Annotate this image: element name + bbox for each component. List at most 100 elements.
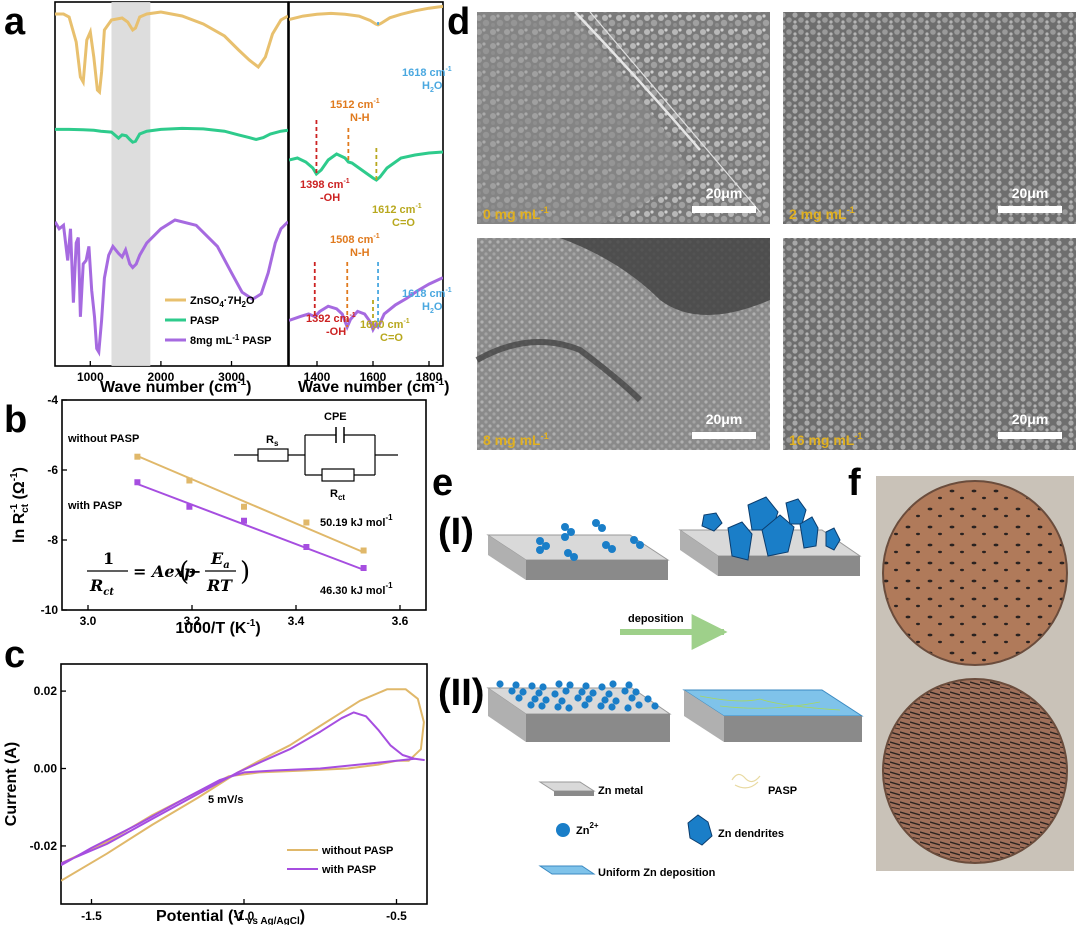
zn-ion: [551, 690, 559, 698]
eq-minus: −: [188, 562, 201, 581]
zn-ion: [598, 683, 606, 691]
b-data-point: [241, 503, 247, 510]
zn-ion: [651, 702, 659, 710]
scale-bar-0mg: [692, 206, 756, 213]
scale-label-0mg: 20μm: [706, 185, 743, 201]
annotation-group-oh_pasp: -OH: [320, 192, 340, 204]
sem-image-8mg: 20μm 8 mg mL-1: [475, 238, 770, 450]
legend-pasp-label: PASP: [768, 785, 797, 797]
annotation-wavenumber-nh_pasp: 1512 cm-1: [330, 98, 380, 111]
c-xtick-label: -0.5: [386, 909, 407, 923]
b-xtick-label: 3.0: [80, 614, 97, 628]
legend-pasp-icon: [731, 773, 761, 789]
c-ylabel: Current (A): [3, 742, 20, 826]
zn-ion: [608, 703, 616, 711]
c-legend: without PASP with PASP: [287, 845, 393, 876]
zn-ion: [515, 694, 523, 702]
panel-label-d: d: [447, 1, 470, 43]
svg-text:(: (: [179, 557, 189, 587]
circuit-rct-resistor: [321, 468, 355, 482]
b-xtick-label: 3.2: [184, 614, 201, 628]
c-axes-ticks: -1.5 -1.0 -0.5 0.02 0.00 -0.02: [30, 684, 408, 923]
annotation-wavenumber-h2o_top: 1618 cm-1: [402, 66, 452, 79]
legend-uniform-label: Uniform Zn deposition: [598, 867, 716, 879]
zn-ion: [531, 695, 539, 703]
a-right-series-1: [289, 150, 443, 182]
b-data-point: [134, 453, 141, 460]
zn-ion: [496, 680, 504, 688]
b-fit-line-0: [137, 455, 364, 554]
zn-ion: [527, 701, 535, 709]
legend-uniform-icon: [538, 865, 596, 875]
b-ytick-label: -8: [47, 533, 58, 547]
a-left-xtick-label: 2000: [148, 370, 175, 384]
annotation-group-nh_8: N-H: [350, 247, 370, 259]
legend-label-znso4: ZnSO4·7H2O: [190, 295, 255, 309]
row-label-II: (II): [438, 672, 484, 714]
scale-label-2mg: 20μm: [1012, 185, 1049, 201]
zn-ion: [578, 688, 586, 696]
zn-ion: [558, 697, 566, 705]
zn-ion: [612, 697, 620, 705]
zn-ion: [609, 680, 617, 688]
a-right-frame: [288, 1, 444, 367]
a-left-series-0: [55, 10, 288, 96]
zn-ion: [542, 696, 550, 704]
a-left-plot: [55, 10, 288, 357]
a-highlight-band: [111, 2, 151, 366]
annotation-group-h2o_8: H2O: [422, 301, 443, 315]
c-ytick-label: 0.02: [34, 684, 58, 698]
zn-ion: [597, 702, 605, 710]
c-legend-label-without: without PASP: [321, 845, 393, 857]
eq-lhs-denominator: Rct: [89, 576, 114, 598]
eq-equals-aexp: = Aexp: [133, 562, 195, 581]
zn-slab-I-before: [486, 519, 670, 580]
annotation-wavenumber-oh_8: 1392 cm-1: [306, 312, 356, 325]
zn-ion: [539, 683, 547, 691]
c-legend-label-with: with PASP: [321, 864, 376, 876]
zn-ion: [585, 695, 593, 703]
b-ytick-label: -4: [47, 393, 58, 407]
a-right-xticks: 1400 1600 1800: [304, 361, 443, 384]
sem-image-0mg: 20μm 0 mg mL-1: [477, 11, 770, 224]
zn-ion: [554, 703, 562, 711]
panel-label-f: f: [848, 462, 861, 504]
zn-electrode-photo-bottom: [876, 671, 1074, 871]
a-left-xlabel: Wave number (cm-1): [100, 377, 251, 396]
legend-dendrites-label: Zn dendrites: [718, 828, 784, 840]
zn-ion: [621, 687, 629, 695]
zn-slab-II-before: [486, 680, 672, 742]
b-series-label-1: with PASP: [67, 500, 122, 512]
a-left-xtick-label: 3000: [218, 370, 245, 384]
zn-ion: [555, 680, 563, 688]
zn-ion: [625, 681, 633, 689]
b-axes-ticks: 3.0 3.2 3.4 3.6 -4 -6 -8 -10: [41, 393, 409, 628]
b-data-point: [186, 503, 193, 510]
annotation-group-co_pasp: C=O: [392, 217, 415, 229]
a-left-xtick-label: 1000: [77, 370, 104, 384]
circuit-cpe-label: CPE: [324, 411, 347, 423]
b-data-point: [360, 547, 367, 554]
a-left-series-2: [55, 218, 288, 357]
sem-image-16mg: 20μm 16 mg mL-1: [783, 238, 1076, 450]
zn-ion: [605, 690, 613, 698]
eq-denominator: RT: [206, 576, 233, 595]
b-ylabel: ln R-1ct (Ω-1): [9, 467, 31, 543]
legend-label-pasp8: 8mg mL-1 PASP: [190, 333, 272, 347]
legend-label-pasp: PASP: [190, 315, 219, 327]
zn-ion: [538, 702, 546, 710]
a-right-series-2: [289, 276, 443, 334]
annotation-wavenumber-h2o_8: 1618 cm-1: [402, 287, 452, 300]
svg-text:): ): [240, 557, 250, 587]
b-data-point: [134, 479, 141, 486]
a-left-legend: ZnSO4·7H2O PASP 8mg mL-1 PASP: [165, 295, 272, 347]
a-left-xticks: 1000 2000 3000: [77, 361, 245, 384]
panel-label-c: c: [4, 634, 25, 676]
a-right-series-0: [289, 4, 443, 27]
annotation-wavenumber-co_8: 1600 cm-1: [360, 318, 410, 331]
scale-label-8mg: 20μm: [706, 411, 743, 427]
legend-zn-metal-label: Zn metal: [598, 785, 643, 797]
b-circuit-diagram: Rs CPE Rct: [234, 411, 398, 502]
zn-ion: [582, 682, 590, 690]
